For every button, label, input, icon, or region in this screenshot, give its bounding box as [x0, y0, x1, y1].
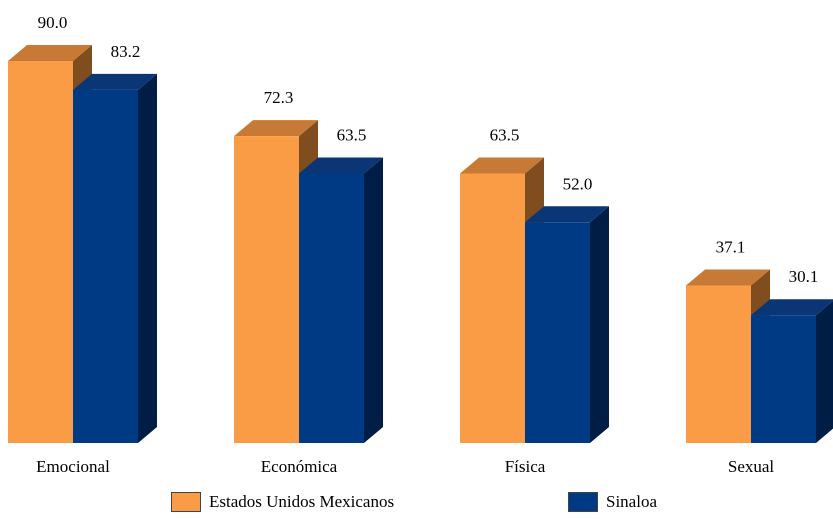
bar-1-1 — [299, 157, 383, 443]
bar-2-1 — [525, 206, 609, 443]
value-label-0-1: 83.2 — [111, 42, 141, 61]
bar-3-1 — [751, 299, 833, 443]
legend-swatch-series-0 — [171, 492, 201, 512]
bar-top-1-1 — [299, 157, 383, 174]
legend-swatch-series-1 — [568, 492, 598, 512]
legend-label-series-0: Estados Unidos Mexicanos — [209, 492, 395, 511]
category-labels-layer: Emocional Económica Física Sexual — [36, 457, 774, 476]
value-label-3-0: 37.1 — [716, 238, 746, 257]
category-label-1: Económica — [261, 457, 338, 476]
category-label-3: Sexual — [728, 457, 775, 476]
bar-front-3-0 — [686, 285, 751, 443]
bar-front-2-1 — [525, 222, 590, 443]
legend-label-series-1: Sinaloa — [606, 492, 657, 511]
legend: Estados Unidos Mexicanos Sinaloa — [0, 492, 833, 514]
bar-front-0-0 — [8, 61, 73, 443]
legend-item-series-0: Estados Unidos Mexicanos — [171, 492, 394, 512]
value-labels-layer: 90.0 83.2 72.3 63.5 63.5 52.0 37.1 30.1 — [38, 13, 819, 286]
bar-side-3-1 — [816, 300, 833, 443]
bar-0-1 — [73, 73, 157, 444]
value-label-3-1: 30.1 — [789, 267, 819, 286]
bar-top-3-1 — [751, 299, 833, 316]
bar-front-3-1 — [751, 315, 816, 443]
bar-top-1-0 — [234, 120, 318, 137]
value-label-2-0: 63.5 — [490, 125, 520, 144]
bar-front-0-1 — [73, 89, 138, 444]
bar-front-1-0 — [234, 136, 299, 444]
value-label-2-1: 52.0 — [563, 174, 593, 193]
value-label-0-0: 90.0 — [38, 13, 68, 32]
bar-top-3-0 — [686, 269, 770, 286]
bar-top-0-0 — [8, 45, 92, 61]
category-label-0: Emocional — [36, 457, 110, 476]
bar-side-0-1 — [138, 73, 157, 444]
bars-layer — [8, 45, 833, 444]
legend-item-series-1: Sinaloa — [568, 492, 657, 512]
bar-top-2-1 — [525, 206, 609, 223]
value-label-1-1: 63.5 — [337, 125, 367, 144]
bar-side-2-1 — [590, 206, 609, 443]
category-label-2: Física — [505, 457, 546, 476]
bar-front-2-0 — [460, 173, 525, 443]
bar-top-2-0 — [460, 157, 544, 174]
bar-top-0-1 — [73, 73, 157, 90]
bar-front-1-1 — [299, 173, 364, 443]
bar-side-1-1 — [364, 157, 383, 443]
value-label-1-0: 72.3 — [264, 88, 294, 107]
